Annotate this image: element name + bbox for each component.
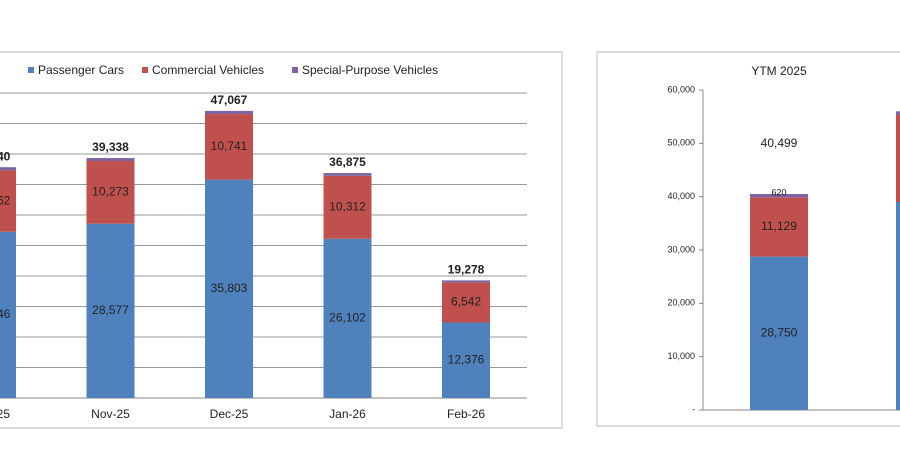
bar-segment <box>86 161 135 224</box>
value-label: 10,273 <box>92 185 129 199</box>
legend-label: Passenger Cars <box>38 63 124 77</box>
legend-label: Commercial Vehicles <box>152 63 264 77</box>
value-label: 10,062 <box>0 193 11 207</box>
y-tick-label: - <box>692 404 695 414</box>
bar-segment <box>750 256 808 410</box>
x-tick-label: Oct-25 <box>0 407 10 421</box>
bar-segment <box>323 238 372 398</box>
bar-segment <box>896 115 900 202</box>
y-tick-label: 30,000 <box>667 244 695 254</box>
value-label: 35,803 <box>211 281 248 295</box>
bar-segment <box>205 110 253 115</box>
value-label: 10,312 <box>329 199 366 213</box>
bar-title: YTM 2025 <box>751 64 807 78</box>
right-panel <box>596 51 900 427</box>
y-tick-label: 20,000 <box>667 298 695 308</box>
x-tick-label: Dec-25 <box>210 407 249 421</box>
bar-segment <box>750 197 808 257</box>
value-label: 28,750 <box>761 326 798 340</box>
y-tick-label: 10,000 <box>667 351 695 361</box>
y-tick-label: 60,000 <box>667 84 695 94</box>
legend-swatch <box>142 67 148 73</box>
legend-swatch <box>292 67 298 73</box>
total-label: 39,338 <box>92 140 129 154</box>
bar-segment <box>323 173 372 176</box>
bar-segment <box>442 280 490 283</box>
value-label: 12,376 <box>448 352 485 366</box>
y-tick-label: 40,000 <box>667 191 695 201</box>
value-label: 6,542 <box>451 295 481 309</box>
total-label: 47,067 <box>211 93 248 107</box>
value-label: 28,577 <box>92 303 129 317</box>
bar-segment <box>896 111 900 116</box>
value-label: 26,102 <box>329 311 366 325</box>
bar-segment <box>896 202 900 410</box>
x-tick-label: Nov-25 <box>91 407 130 421</box>
legend-label: Special-Purpose Vehicles <box>302 63 438 77</box>
bar-segment <box>86 158 135 162</box>
bar-segment <box>323 175 372 239</box>
bar-segment <box>205 179 253 398</box>
bar-segment <box>0 167 16 171</box>
value-label: 620 <box>771 187 786 197</box>
bar-segment <box>86 223 135 398</box>
total-label: 36,875 <box>329 155 366 169</box>
legend-swatch <box>28 67 34 73</box>
total-label: 19,278 <box>448 263 485 277</box>
bar-segment <box>0 170 16 232</box>
bar-segment <box>442 282 490 323</box>
total-label: 40,499 <box>761 136 798 150</box>
bar-segment <box>0 231 16 398</box>
y-tick-label: 50,000 <box>667 138 695 148</box>
value-label: 27,246 <box>0 307 11 321</box>
bar-segment <box>205 114 253 180</box>
bar-segment <box>442 322 490 398</box>
value-label: 11,129 <box>761 219 797 233</box>
x-tick-label: Jan-26 <box>329 407 366 421</box>
x-tick-label: Feb-26 <box>447 407 485 421</box>
value-label: 10,741 <box>211 139 248 153</box>
total-label: 37,840 <box>0 149 11 163</box>
bar-segment <box>750 194 808 198</box>
